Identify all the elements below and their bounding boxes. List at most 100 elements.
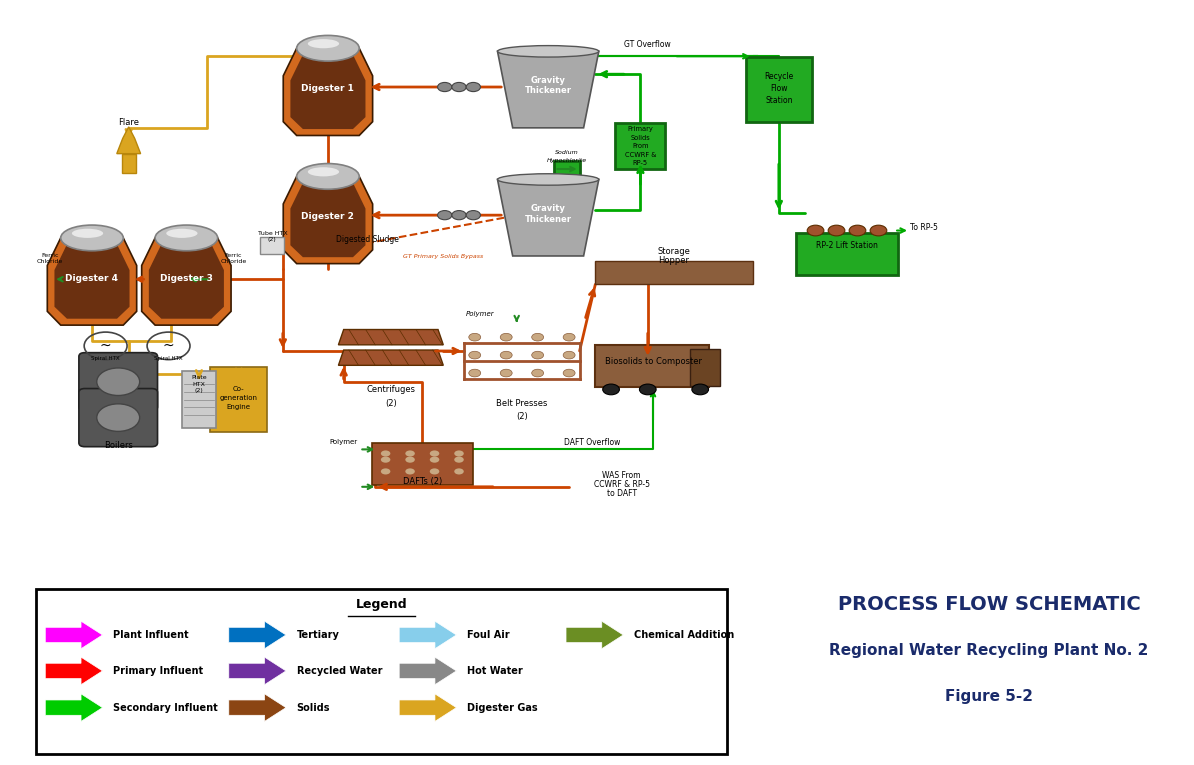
Polygon shape [48,238,136,325]
Text: HTX: HTX [192,382,205,387]
Text: (2): (2) [516,412,528,421]
Ellipse shape [72,229,103,238]
Circle shape [564,351,576,359]
Text: GT Primary Solids Bypass: GT Primary Solids Bypass [404,254,484,259]
Text: DAFT Overflow: DAFT Overflow [564,438,620,447]
Text: (2): (2) [195,389,203,393]
Text: DAFTs (2): DAFTs (2) [402,477,442,487]
Circle shape [640,384,657,395]
Text: GT Overflow: GT Overflow [624,40,671,49]
FancyBboxPatch shape [596,345,708,387]
Text: Flow: Flow [770,84,788,93]
Text: Chemical Addition: Chemical Addition [634,630,734,640]
Text: Hot Water: Hot Water [467,666,523,676]
Polygon shape [290,183,365,257]
Circle shape [564,369,576,377]
Polygon shape [117,127,141,154]
Circle shape [405,457,414,463]
Text: Recycled Water: Recycled Water [297,666,382,676]
Polygon shape [45,657,103,685]
Polygon shape [229,657,287,685]
Polygon shape [338,350,443,366]
Circle shape [381,457,390,463]
Circle shape [829,225,845,236]
Ellipse shape [166,229,197,238]
Circle shape [500,369,512,377]
Text: Figure 5-2: Figure 5-2 [944,688,1033,704]
Circle shape [531,334,543,341]
Polygon shape [338,330,443,345]
Text: generation: generation [220,396,258,401]
Circle shape [531,369,543,377]
Text: Sodium: Sodium [555,150,579,155]
Text: Digester 1: Digester 1 [302,84,355,93]
Ellipse shape [296,164,359,189]
Circle shape [430,451,439,457]
Circle shape [500,351,512,359]
Text: Spiral HTX: Spiral HTX [91,356,119,361]
Circle shape [466,210,480,220]
Text: Boilers: Boilers [104,441,133,451]
Text: Belt Presses: Belt Presses [497,399,548,408]
Text: Plant Influent: Plant Influent [113,630,189,640]
FancyBboxPatch shape [260,237,284,254]
Polygon shape [498,180,598,256]
Text: CCWRF &: CCWRF & [624,151,657,158]
Ellipse shape [498,174,598,185]
Text: Station: Station [765,96,793,106]
Text: Digester 3: Digester 3 [160,274,213,283]
Text: Engine: Engine [227,405,251,410]
Text: Digester 4: Digester 4 [66,274,118,283]
Circle shape [430,468,439,474]
Text: Polymer: Polymer [466,311,494,317]
Polygon shape [149,244,224,319]
Circle shape [451,83,466,92]
Circle shape [454,468,463,474]
Circle shape [381,451,390,457]
Text: To RP-5: To RP-5 [910,223,937,233]
FancyBboxPatch shape [796,233,898,275]
Ellipse shape [308,39,339,48]
Text: Tube HTX: Tube HTX [258,230,288,236]
FancyBboxPatch shape [615,123,665,169]
Circle shape [849,225,866,236]
Text: Hopper: Hopper [658,256,689,265]
Text: Solids: Solids [630,135,651,141]
Text: Ferric
Chloride: Ferric Chloride [37,253,63,264]
Text: Digester 2: Digester 2 [302,213,355,221]
Circle shape [469,351,481,359]
Ellipse shape [61,225,123,251]
Circle shape [531,351,543,359]
Circle shape [500,334,512,341]
Text: Flare: Flare [118,119,140,128]
Text: Digester Gas: Digester Gas [467,702,537,713]
Text: Gravity
Thickener: Gravity Thickener [524,204,572,223]
Polygon shape [596,262,752,285]
Text: Plate: Plate [191,375,207,380]
Circle shape [405,468,414,474]
Polygon shape [45,694,103,721]
Ellipse shape [308,168,339,177]
Circle shape [454,457,463,463]
Text: (2): (2) [267,237,277,243]
FancyBboxPatch shape [554,161,580,177]
Text: Primary: Primary [628,126,653,132]
Circle shape [454,451,463,457]
Text: Secondary Influent: Secondary Influent [113,702,219,713]
Text: WAS From: WAS From [602,470,641,480]
Polygon shape [45,621,103,649]
Text: (2): (2) [384,399,396,408]
Polygon shape [498,51,598,128]
Circle shape [437,210,451,220]
Ellipse shape [296,35,359,61]
Text: Spiral HTX: Spiral HTX [154,356,183,361]
Text: RP-2 Lift Station: RP-2 Lift Station [816,242,878,250]
Text: Recycle: Recycle [764,72,794,81]
FancyBboxPatch shape [690,349,720,386]
Polygon shape [566,621,623,649]
Text: Digested Sludge: Digested Sludge [337,235,399,244]
Text: ~: ~ [100,339,111,353]
Text: Tertiary: Tertiary [297,630,339,640]
FancyBboxPatch shape [36,589,727,754]
FancyBboxPatch shape [79,389,158,447]
